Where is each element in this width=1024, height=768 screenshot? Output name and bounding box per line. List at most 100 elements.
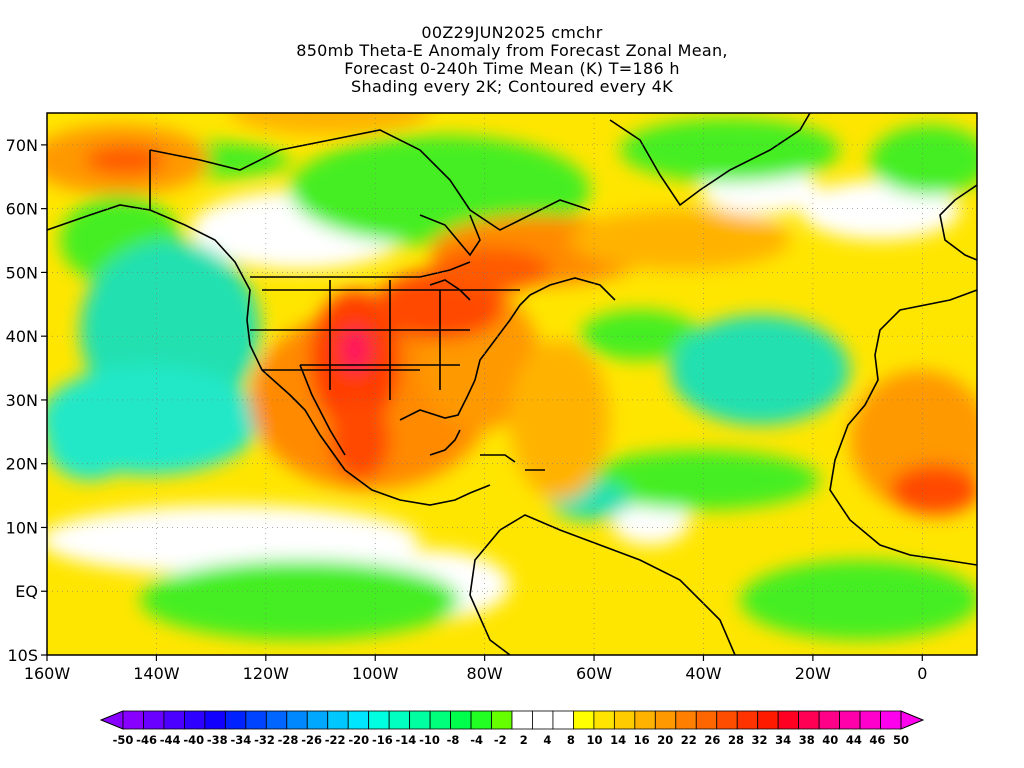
colorbar-label: 2 xyxy=(520,733,528,747)
title-line-2: 850mb Theta-E Anomaly from Forecast Zona… xyxy=(296,41,728,60)
colorbar-label: 4 xyxy=(543,733,551,747)
colorbar-box xyxy=(491,710,513,730)
colorbar-box xyxy=(327,710,349,730)
colorbar-label: 10 xyxy=(587,733,603,747)
colorbar-label: 46 xyxy=(869,733,885,747)
colorbar-box xyxy=(163,710,185,730)
lat-tick-label: 70N xyxy=(6,136,38,155)
lon-tick-label: 60W xyxy=(576,664,612,683)
colorbar-label: 40 xyxy=(822,733,838,747)
colorbar-box xyxy=(368,710,390,730)
colorbar-label: -44 xyxy=(160,733,181,747)
colorbar-box xyxy=(388,710,411,730)
colorbar-box xyxy=(613,710,636,730)
colorbar-box xyxy=(675,710,697,730)
colorbar-box xyxy=(224,710,247,730)
lat-tick-label: 10S xyxy=(7,646,38,665)
colorbar-box xyxy=(573,710,595,730)
colorbar-label: 14 xyxy=(610,733,626,747)
title-line-4: Shading every 2K; Contoured every 4K xyxy=(351,77,673,96)
colorbar-box xyxy=(757,710,779,730)
lon-tick-label: 20W xyxy=(795,664,831,683)
colorbar-box xyxy=(634,710,656,730)
colorbar-box xyxy=(880,710,902,730)
lat-tick-label: 40N xyxy=(6,327,38,346)
colorbar-label: 8 xyxy=(567,733,575,747)
colorbar-box xyxy=(450,710,472,730)
colorbar-box xyxy=(511,710,533,730)
colorbar-label: -20 xyxy=(348,733,369,747)
colorbar-box xyxy=(798,710,820,730)
colorbar-label: -50 xyxy=(113,733,134,747)
colorbar-labels: -50 -46 -44 -40 -38 -34 -32 -28 -26 -22 -20 -16 -14-… xyxy=(113,733,909,747)
colorbar-label: -38 xyxy=(207,733,228,747)
lon-tick-label: 120W xyxy=(243,664,290,683)
colorbar-box xyxy=(818,710,840,730)
colorbar-boxes xyxy=(99,710,925,730)
colorbar-label: -2 xyxy=(494,733,507,747)
colorbar-label: 22 xyxy=(681,733,697,747)
colorbar-label: 28 xyxy=(728,733,744,747)
colorbar-label: 32 xyxy=(752,733,768,747)
colorbar-box xyxy=(122,710,144,730)
colorbar-box xyxy=(429,710,451,730)
colorbar-box xyxy=(716,710,738,730)
colorbar-box xyxy=(859,710,881,730)
colorbar-box xyxy=(695,710,718,730)
map-frame xyxy=(46,112,978,656)
colorbar-label: -40 xyxy=(183,733,204,747)
colorbar-box xyxy=(143,710,165,730)
lat-tick-label: EQ xyxy=(15,582,38,601)
colorbar-box xyxy=(532,710,554,730)
title-block: 00Z29JUN2025 cmchr 850mb Theta-E Anomaly… xyxy=(0,24,1024,96)
colorbar-box xyxy=(347,710,370,730)
coastlines xyxy=(47,113,977,655)
colorbar-label: -14 xyxy=(396,733,417,747)
colorbar-label: -10 xyxy=(419,733,440,747)
lat-tick-label: 10N xyxy=(6,518,38,537)
colorbar-label: -28 xyxy=(278,733,299,747)
colorbar-box xyxy=(654,710,677,730)
colorbar-label: -16 xyxy=(372,733,393,747)
lat-tick-label: 60N xyxy=(6,200,38,219)
colorbar-box xyxy=(265,710,288,730)
colorbar-label: -8 xyxy=(447,733,460,747)
colorbar-label: -22 xyxy=(325,733,346,747)
lat-tick-label: 50N xyxy=(6,263,38,282)
colorbar-label: -4 xyxy=(470,733,483,747)
colorbar-high-arrow xyxy=(900,710,925,730)
lon-tick-label: 160W xyxy=(24,664,71,683)
lon-tick-label: 100W xyxy=(352,664,399,683)
graticule xyxy=(46,113,977,656)
colorbar-box xyxy=(184,710,206,730)
colorbar-label: 16 xyxy=(634,733,650,747)
lon-tick-label: 140W xyxy=(133,664,180,683)
colorbar-label: 34 xyxy=(775,733,791,747)
colorbar-label: 50 xyxy=(893,733,909,747)
colorbar-label: 20 xyxy=(657,733,673,747)
colorbar-box xyxy=(286,710,308,730)
colorbar-box xyxy=(839,710,861,730)
colorbar-box xyxy=(409,710,431,730)
colorbar-label: -32 xyxy=(254,733,275,747)
axis-ticks: 160W 140W 120W 100W 80W 60W 40W 20W 0 70N 60N 50N 40… xyxy=(6,136,928,683)
colorbar-box xyxy=(777,710,800,730)
colorbar-box xyxy=(204,710,226,730)
lat-tick-label: 20N xyxy=(6,455,38,474)
colorbar-label: -34 xyxy=(230,733,251,747)
colorbar-box xyxy=(245,710,267,730)
title-line-3: Forecast 0-240h Time Mean (K) T=186 h xyxy=(344,59,680,78)
colorbar-low-arrow xyxy=(99,710,124,730)
colorbar-label: 26 xyxy=(704,733,720,747)
colorbar-box xyxy=(552,710,574,730)
colorbar-box xyxy=(593,710,615,730)
colorbar-label: 38 xyxy=(799,733,815,747)
colorbar-label: 44 xyxy=(846,733,862,747)
lon-tick-label: 0 xyxy=(917,664,927,683)
colorbar-label: -26 xyxy=(301,733,322,747)
colorbar-label: -46 xyxy=(136,733,157,747)
lon-tick-label: 40W xyxy=(685,664,721,683)
lon-tick-label: 80W xyxy=(467,664,503,683)
